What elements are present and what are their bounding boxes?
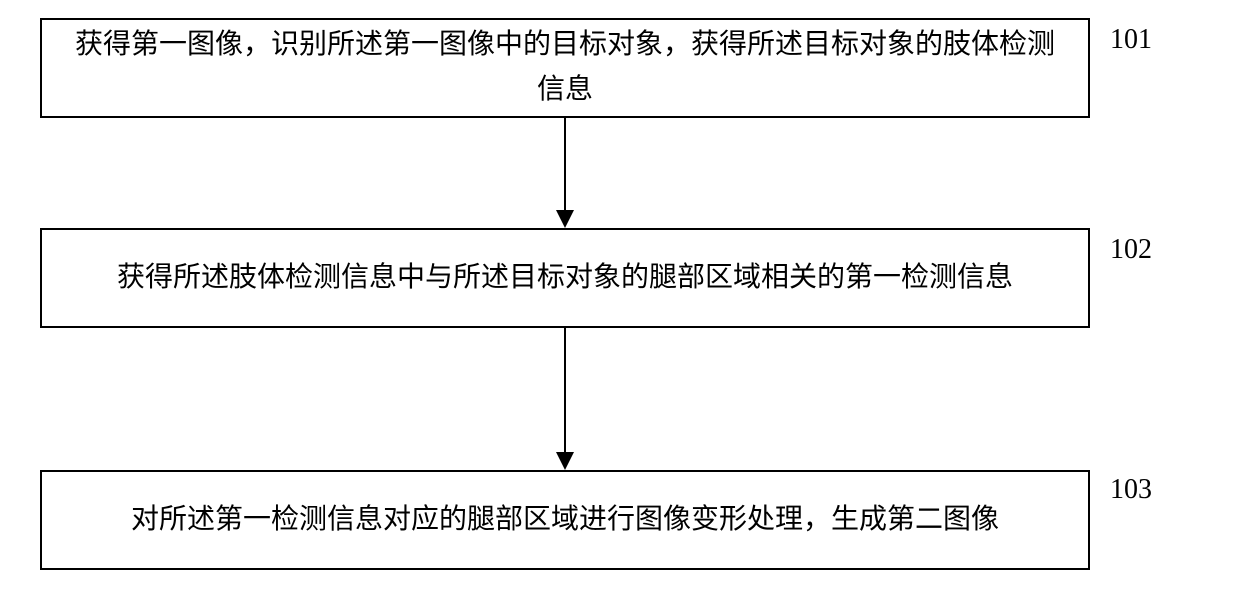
- flow-step-text: 获得第一图像，识别所述第一图像中的目标对象，获得所述目标对象的肢体检测信息: [62, 23, 1068, 113]
- flow-step-label: 102: [1110, 234, 1152, 266]
- flow-step-text: 获得所述肢体检测信息中与所述目标对象的腿部区域相关的第一检测信息: [117, 256, 1013, 301]
- flow-step-box: 获得所述肢体检测信息中与所述目标对象的腿部区域相关的第一检测信息: [40, 228, 1090, 328]
- flow-arrow-head: [556, 452, 574, 470]
- flow-arrow-line: [564, 118, 566, 210]
- flow-step-label: 103: [1110, 474, 1152, 506]
- flow-step-text: 对所述第一检测信息对应的腿部区域进行图像变形处理，生成第二图像: [131, 498, 999, 543]
- flow-step-label: 101: [1110, 24, 1152, 56]
- flow-step-box: 对所述第一检测信息对应的腿部区域进行图像变形处理，生成第二图像: [40, 470, 1090, 570]
- flow-arrow-line: [564, 328, 566, 452]
- flow-step-box: 获得第一图像，识别所述第一图像中的目标对象，获得所述目标对象的肢体检测信息: [40, 18, 1090, 118]
- flow-arrow-head: [556, 210, 574, 228]
